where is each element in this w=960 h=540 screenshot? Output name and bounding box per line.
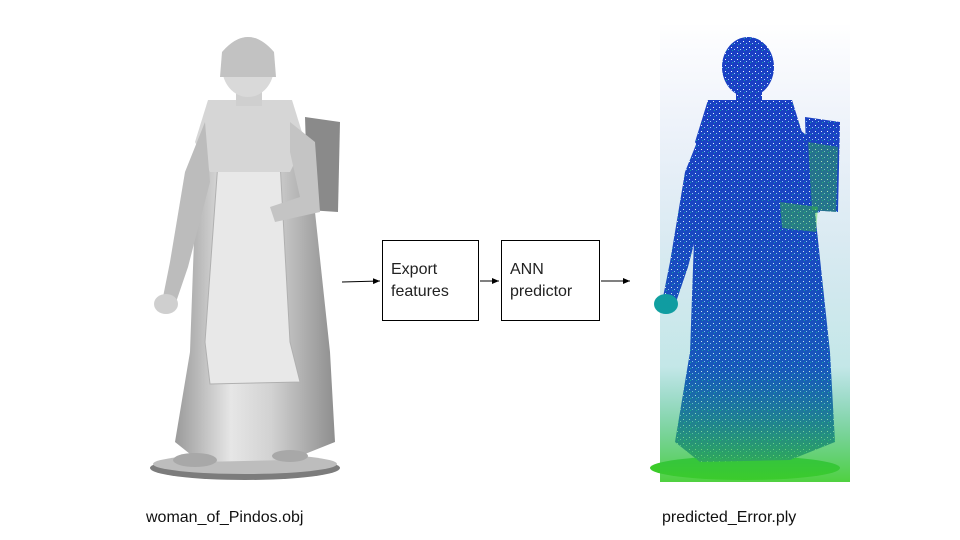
ann-predictor-box: ANN predictor [501,240,600,321]
statue-error-pointcloud-image [640,22,850,482]
ann-predictor-line2: predictor [510,282,573,300]
statue-mesh-image [140,22,350,482]
export-features-line2: features [391,282,449,300]
ann-predictor-line1: ANN [510,260,544,278]
output-file-caption: predicted_Error.ply [662,509,797,526]
export-features-box: Export features [382,240,479,321]
input-file-caption: woman_of_Pindos.obj [146,509,304,526]
export-features-line1: Export [391,260,438,278]
